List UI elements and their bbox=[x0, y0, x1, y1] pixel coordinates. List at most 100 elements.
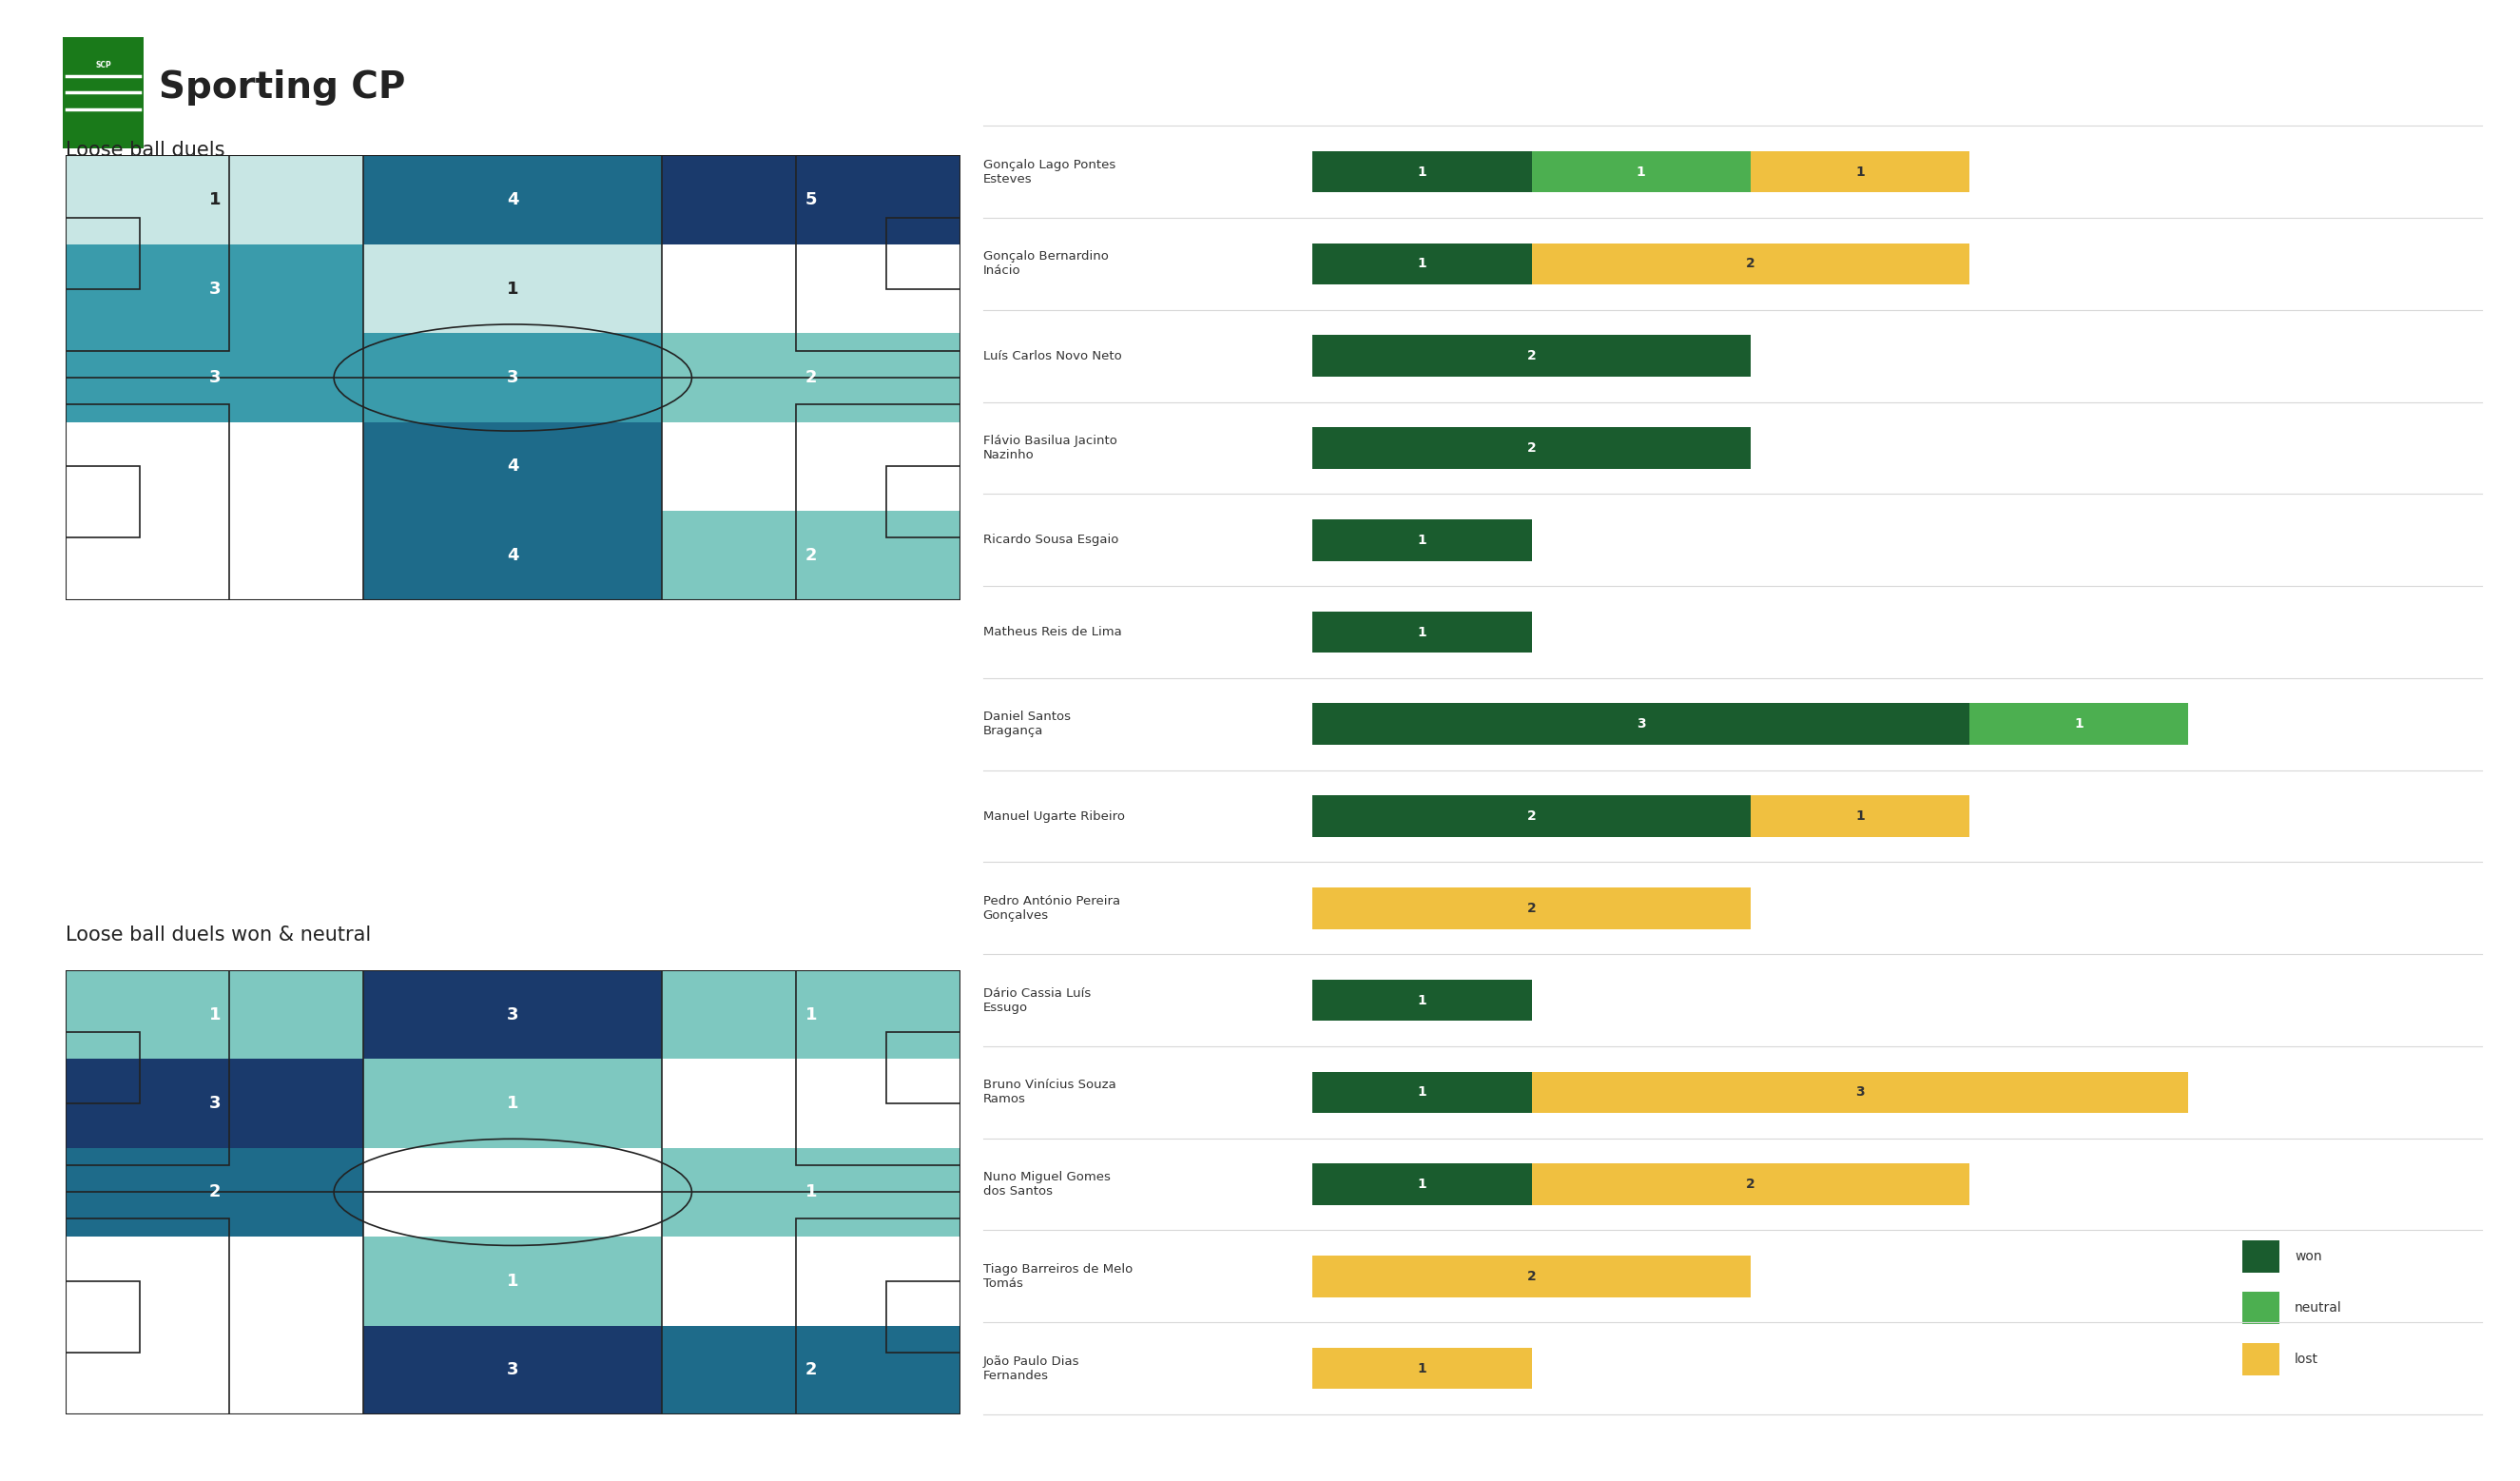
Bar bbox=[363, 333, 663, 422]
Text: Pedro António Pereira
Gonçalves: Pedro António Pereira Gonçalves bbox=[983, 895, 1119, 921]
Text: 1: 1 bbox=[1416, 994, 1426, 1007]
Text: won: won bbox=[2296, 1250, 2321, 1263]
Bar bbox=[887, 1032, 960, 1103]
Bar bbox=[363, 970, 663, 1059]
Bar bbox=[663, 511, 960, 600]
Text: 1: 1 bbox=[507, 280, 519, 298]
Bar bbox=[363, 1059, 663, 1148]
Text: neutral: neutral bbox=[2296, 1302, 2341, 1315]
Text: 1: 1 bbox=[804, 1006, 816, 1023]
Text: 2: 2 bbox=[209, 1183, 222, 1201]
Bar bbox=[663, 970, 960, 1059]
Bar bbox=[1313, 1256, 1751, 1297]
FancyBboxPatch shape bbox=[60, 34, 146, 151]
Bar bbox=[887, 467, 960, 538]
Bar bbox=[1971, 703, 2187, 745]
Bar bbox=[663, 1237, 960, 1325]
Bar bbox=[796, 1219, 960, 1414]
Bar bbox=[66, 422, 363, 511]
Bar bbox=[663, 422, 960, 511]
Bar bbox=[663, 333, 960, 422]
Bar bbox=[663, 1148, 960, 1237]
Bar bbox=[66, 1325, 363, 1414]
Bar bbox=[1313, 1164, 1532, 1206]
Bar bbox=[1313, 887, 1751, 929]
Bar bbox=[66, 333, 363, 422]
Text: 1: 1 bbox=[1416, 533, 1426, 546]
Bar bbox=[66, 156, 229, 351]
Text: 1: 1 bbox=[2074, 717, 2084, 730]
Bar bbox=[66, 1032, 139, 1103]
Bar bbox=[1313, 703, 1971, 745]
Bar bbox=[663, 1325, 960, 1414]
Bar bbox=[66, 1059, 363, 1148]
Bar bbox=[2243, 1291, 2281, 1324]
Bar bbox=[1313, 151, 1532, 193]
Text: 3: 3 bbox=[209, 280, 222, 298]
Bar bbox=[1751, 151, 1971, 193]
Text: 1: 1 bbox=[1855, 810, 1865, 823]
Text: Matheus Reis de Lima: Matheus Reis de Lima bbox=[983, 626, 1121, 638]
Text: 2: 2 bbox=[1746, 1177, 1754, 1191]
Bar bbox=[363, 422, 663, 511]
Bar bbox=[1532, 151, 1751, 193]
Text: 2: 2 bbox=[1746, 258, 1754, 271]
Bar bbox=[363, 1325, 663, 1414]
Bar bbox=[66, 1281, 139, 1352]
Text: 1: 1 bbox=[209, 1006, 222, 1023]
Text: 3: 3 bbox=[209, 1094, 222, 1112]
Text: 3: 3 bbox=[209, 369, 222, 387]
Bar bbox=[2243, 1241, 2281, 1272]
Text: 4: 4 bbox=[507, 546, 519, 564]
Text: Dário Cassia Luís
Essugo: Dário Cassia Luís Essugo bbox=[983, 986, 1091, 1013]
Bar bbox=[1313, 979, 1532, 1020]
Text: 5: 5 bbox=[804, 191, 816, 209]
Bar bbox=[66, 244, 363, 333]
Bar bbox=[796, 156, 960, 351]
Text: Flávio Basilua Jacinto
Nazinho: Flávio Basilua Jacinto Nazinho bbox=[983, 435, 1116, 461]
Bar bbox=[66, 970, 363, 1059]
Bar bbox=[1313, 612, 1532, 653]
Text: 3: 3 bbox=[507, 1006, 519, 1023]
Text: Nuno Miguel Gomes
dos Santos: Nuno Miguel Gomes dos Santos bbox=[983, 1171, 1111, 1198]
Bar bbox=[663, 244, 960, 333]
Text: Luís Carlos Novo Neto: Luís Carlos Novo Neto bbox=[983, 350, 1121, 363]
Bar bbox=[66, 156, 363, 244]
Bar bbox=[66, 511, 363, 600]
Text: 2: 2 bbox=[1527, 810, 1537, 823]
Text: 1: 1 bbox=[1416, 258, 1426, 271]
Text: 4: 4 bbox=[507, 191, 519, 209]
Text: 2: 2 bbox=[804, 1361, 816, 1379]
Bar bbox=[1532, 1164, 1971, 1206]
Text: 3: 3 bbox=[1855, 1086, 1865, 1099]
Text: 1: 1 bbox=[507, 1094, 519, 1112]
Bar bbox=[663, 156, 960, 244]
Bar bbox=[796, 970, 960, 1166]
Text: Ricardo Sousa Esgaio: Ricardo Sousa Esgaio bbox=[983, 533, 1119, 546]
Text: Manuel Ugarte Ribeiro: Manuel Ugarte Ribeiro bbox=[983, 810, 1124, 822]
Text: Tiago Barreiros de Melo
Tomás: Tiago Barreiros de Melo Tomás bbox=[983, 1263, 1131, 1290]
Bar bbox=[887, 218, 960, 289]
Text: 2: 2 bbox=[1527, 1269, 1537, 1283]
Bar bbox=[1313, 520, 1532, 561]
Bar bbox=[66, 218, 139, 289]
Text: 3: 3 bbox=[1635, 717, 1646, 730]
Bar bbox=[363, 244, 663, 333]
Text: Sporting CP: Sporting CP bbox=[159, 70, 406, 105]
Text: 1: 1 bbox=[1416, 166, 1426, 179]
Bar bbox=[363, 1148, 663, 1237]
Bar bbox=[1313, 795, 1751, 837]
Bar bbox=[66, 1237, 363, 1325]
Bar bbox=[66, 1148, 363, 1237]
Text: 2: 2 bbox=[1527, 350, 1537, 363]
Bar bbox=[66, 1219, 229, 1414]
Text: 2: 2 bbox=[1527, 902, 1537, 915]
Text: lost: lost bbox=[2296, 1354, 2318, 1367]
Text: 1: 1 bbox=[1855, 166, 1865, 179]
Text: 1: 1 bbox=[804, 1183, 816, 1201]
Bar bbox=[66, 467, 139, 538]
Text: SCP: SCP bbox=[96, 61, 111, 70]
Text: Loose ball duels won & neutral: Loose ball duels won & neutral bbox=[66, 926, 370, 945]
Text: 1: 1 bbox=[1416, 1361, 1426, 1374]
Bar bbox=[1751, 795, 1971, 837]
